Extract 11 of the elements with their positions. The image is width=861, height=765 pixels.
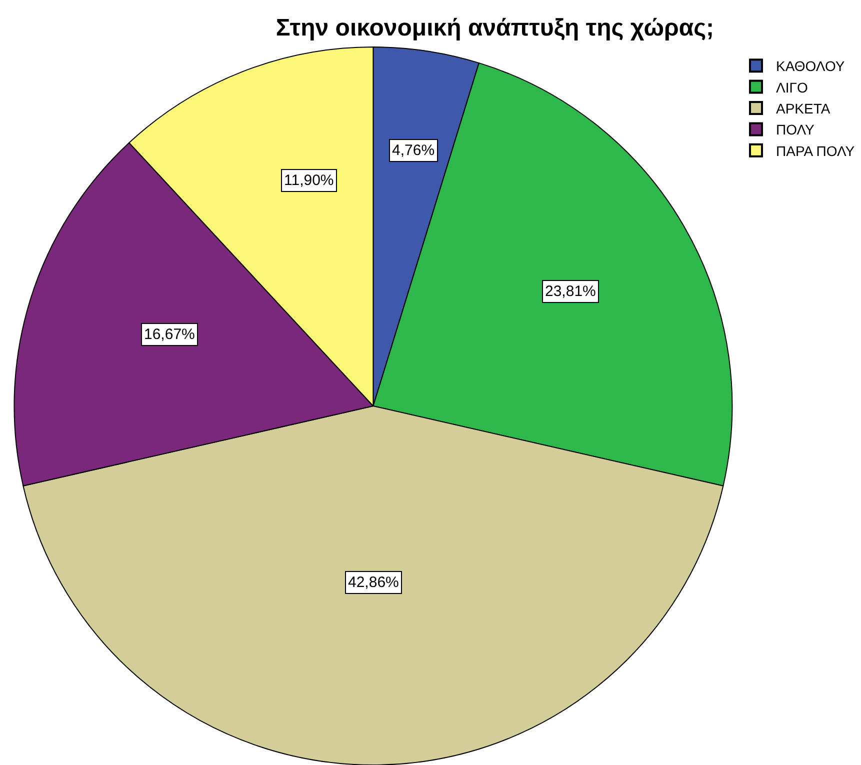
data-label: 4,76%: [392, 142, 435, 159]
data-label: 11,90%: [284, 172, 334, 189]
legend-label: ΠΑΡΑ ΠΟΛΥ: [776, 142, 856, 159]
legend-label: ΠΟΛΥ: [776, 122, 816, 138]
chart-title: Στην οικονομική ανάπτυξη της χώρας;: [276, 14, 714, 42]
data-label: 16,67%: [144, 326, 195, 343]
legend-label: ΚΑΘΟΛΟΥ: [776, 58, 846, 74]
legend-label: ΑΡΚΕΤΑ: [776, 100, 831, 116]
data-label: 23,81%: [545, 283, 596, 300]
data-label: 42,86%: [348, 574, 399, 591]
legend-label: ΛΙΓΟ: [776, 79, 808, 96]
